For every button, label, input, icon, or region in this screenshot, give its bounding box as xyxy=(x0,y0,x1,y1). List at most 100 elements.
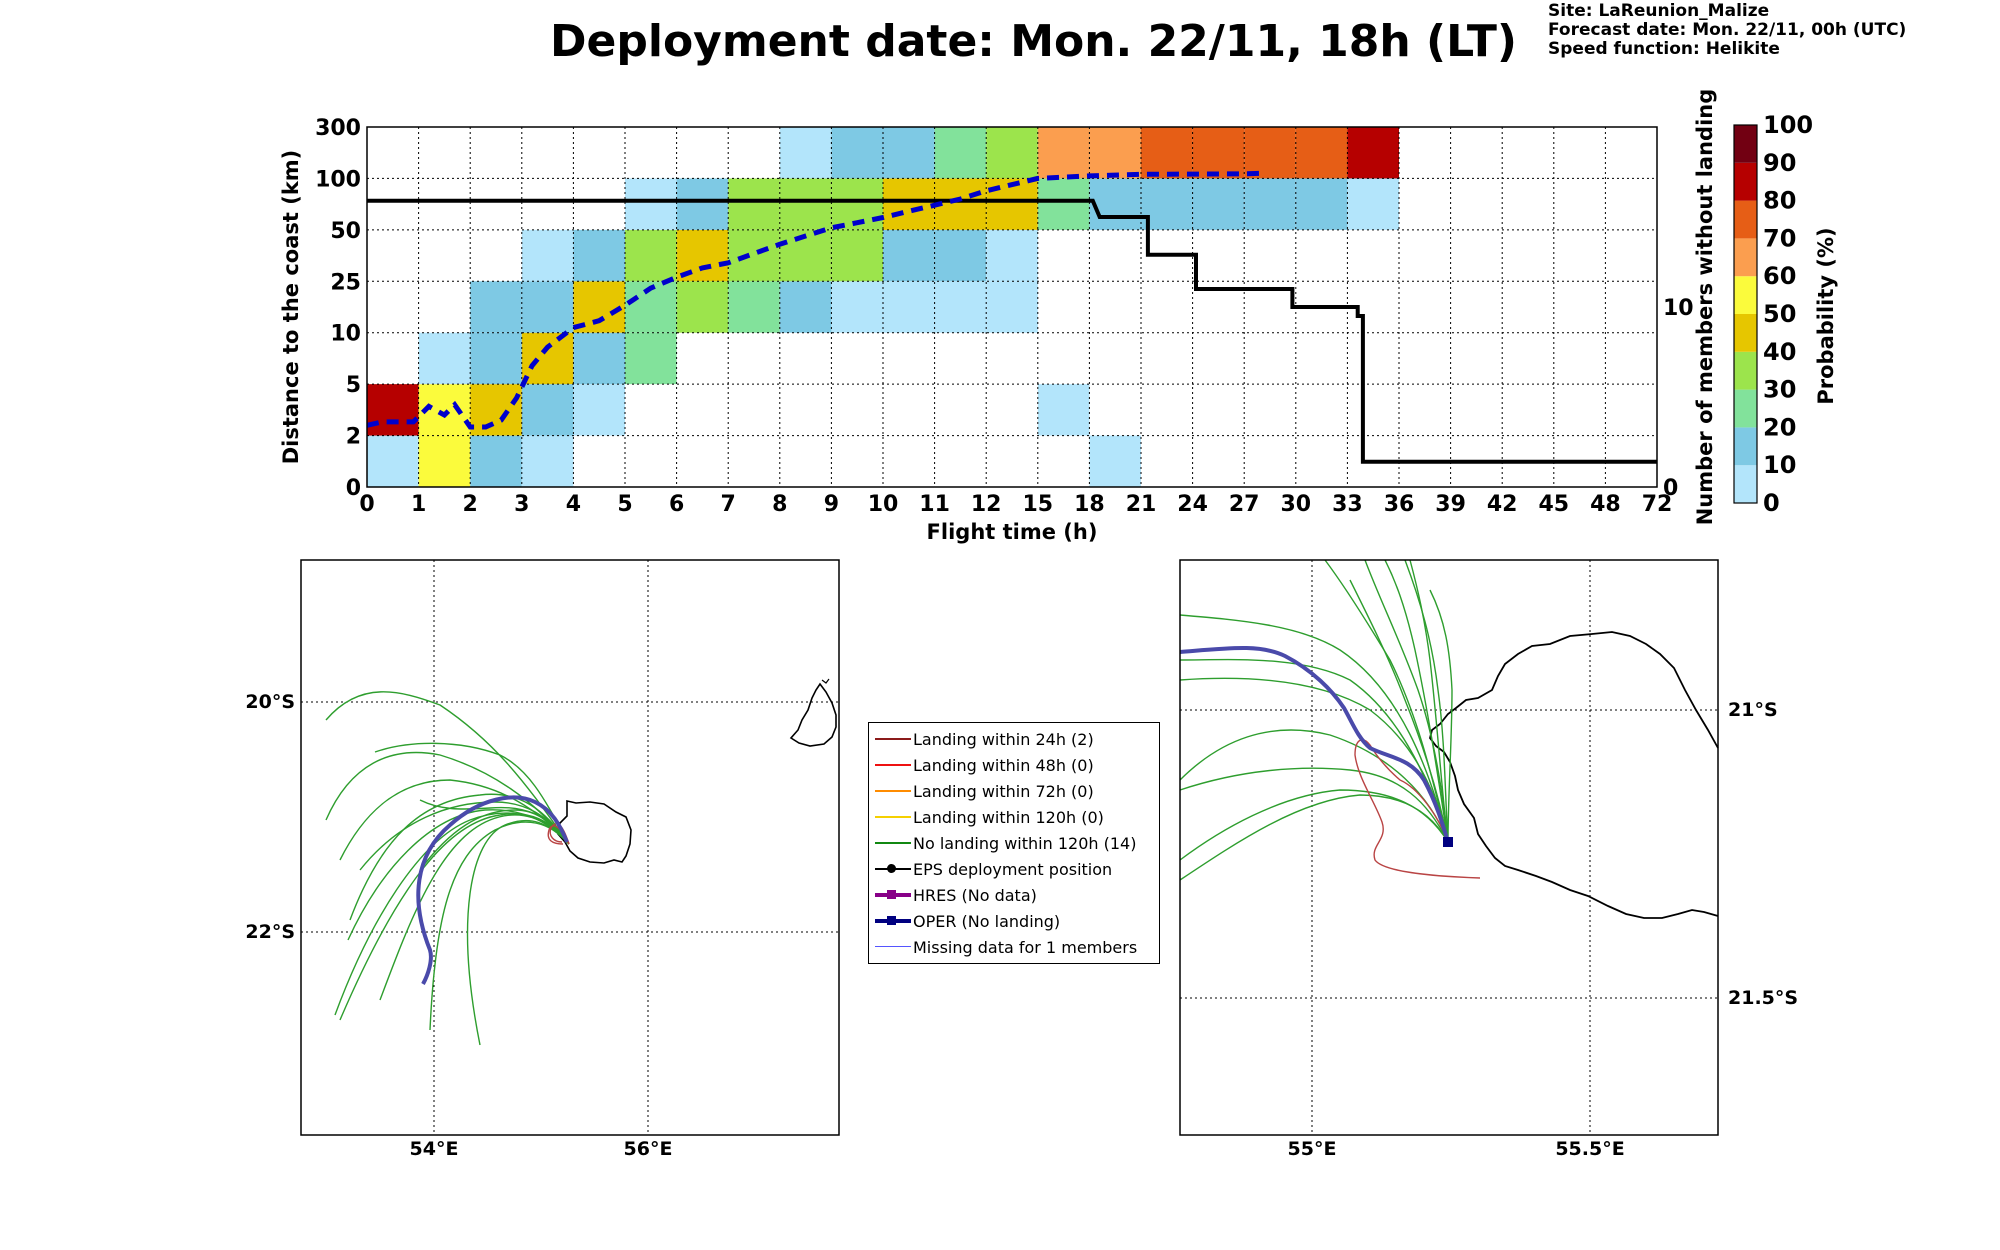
y-tick-label: 100 xyxy=(315,167,361,192)
colorbar-tick-label: 100 xyxy=(1763,111,1813,139)
lat-label-22s: 22°S xyxy=(245,921,295,943)
legend-item: OPER (No landing) xyxy=(869,908,1159,934)
zoomed-map: 21°S 21.5°S 55°E 55.5°E xyxy=(1179,559,1798,1160)
legend-label: Landing within 48h (0) xyxy=(913,755,1094,775)
colorbar-tick-label: 30 xyxy=(1763,376,1796,404)
heatmap-cell xyxy=(676,281,729,333)
legend-item: Landing within 72h (0) xyxy=(869,778,1159,804)
legend-label: HRES (No data) xyxy=(913,885,1037,905)
heatmap-cell xyxy=(625,229,677,282)
chart-title: Deployment date: Mon. 22/11, 18h (LT) xyxy=(550,16,1517,67)
x-tick-label: 2 xyxy=(463,492,478,517)
colorbar-swatch xyxy=(1734,427,1757,466)
members-without-landing-line xyxy=(367,198,1657,464)
heatmap-cell xyxy=(934,178,987,230)
colorbar: 0 10 20 30 40 50 60 70 80 90 100 xyxy=(1733,111,1813,517)
lon-label-55e: 55°E xyxy=(1288,1138,1337,1160)
legend-swatch xyxy=(869,726,913,752)
x-tick-label: 48 xyxy=(1590,492,1621,517)
probability-heatmap: 0 1 2 3 4 5 6 7 8 9 10 11 12 15 18 21 24 27 30 33 36 39 42 45 48… xyxy=(279,89,1838,544)
legend-swatch xyxy=(869,804,913,830)
legend-item: Landing within 48h (0) xyxy=(869,752,1159,778)
legend-swatch xyxy=(869,778,913,804)
heatmap-cell xyxy=(1347,178,1399,230)
heatmap-cell xyxy=(418,435,471,487)
colorbar-tick-label: 40 xyxy=(1763,338,1796,366)
x-tick-label: 8 xyxy=(772,492,787,517)
heatmap-cell xyxy=(470,435,522,487)
x-axis-label: Flight time (h) xyxy=(927,520,1098,544)
x-tick-label: 7 xyxy=(721,492,736,517)
y-tick-label: 50 xyxy=(330,219,361,244)
heatmap-frame xyxy=(366,126,1658,488)
regional-map: 20°S 22°S 54°E 56°E xyxy=(245,559,840,1160)
legend-label: Landing within 72h (0) xyxy=(913,781,1094,801)
oper-marker xyxy=(1443,837,1453,847)
lon-label-54e: 54°E xyxy=(410,1138,459,1160)
heatmap-cell xyxy=(728,281,780,333)
lat-label-20s: 20°S xyxy=(245,691,295,713)
reunion-coast xyxy=(557,800,632,864)
heatmap-cell xyxy=(934,229,987,282)
green-trajectories xyxy=(325,691,570,1046)
heatmap-cell xyxy=(1295,178,1348,230)
colorbar-swatch xyxy=(1734,389,1757,428)
site-label: Site: LaReunion_Malize xyxy=(1548,1,1770,21)
legend-swatch xyxy=(869,752,913,778)
heatmap-cell xyxy=(1037,178,1090,230)
x-tick-label: 18 xyxy=(1074,492,1105,517)
heatmap-cell xyxy=(521,384,574,436)
green-trajectories-zoom xyxy=(1179,559,1453,881)
colorbar-swatch xyxy=(1734,200,1757,239)
legend-item: Missing data for 1 members xyxy=(869,934,1159,960)
colorbar-frame xyxy=(1733,124,1758,504)
heatmap-cell xyxy=(367,384,419,436)
lat-label-21s: 21°S xyxy=(1728,699,1778,721)
heatmap-cell xyxy=(573,332,625,385)
x-tick-label: 27 xyxy=(1229,492,1260,517)
heatmap-cell xyxy=(831,229,883,282)
colorbar-tick-label: 10 xyxy=(1763,451,1796,479)
heatmap-cell xyxy=(986,127,1038,179)
x-tick-label: 10 xyxy=(868,492,899,517)
y-tick-label: 5 xyxy=(346,373,361,398)
x-tick-label: 5 xyxy=(617,492,632,517)
legend-item: HRES (No data) xyxy=(869,882,1159,908)
heatmap-cell xyxy=(1089,178,1141,230)
legend-item: No landing within 120h (14) xyxy=(869,830,1159,856)
legend-item: Landing within 120h (0) xyxy=(869,804,1159,830)
legend-item: Landing within 24h (2) xyxy=(869,726,1159,752)
forecast-info: Site: LaReunion_Malize Forecast date: Mo… xyxy=(1548,2,1906,59)
x-tick-label: 33 xyxy=(1332,492,1363,517)
heatmap-cell xyxy=(883,178,935,230)
legend-label: OPER (No landing) xyxy=(913,911,1061,931)
legend-swatch xyxy=(869,882,913,908)
x-tick-label: 3 xyxy=(514,492,529,517)
colorbar-swatch xyxy=(1734,162,1757,201)
heatmap-cell xyxy=(676,178,729,230)
zoom-map-frame xyxy=(1179,559,1719,1136)
zoom-map-grid xyxy=(1180,560,1718,1135)
y-tick-label: 2 xyxy=(346,425,361,450)
y-tick-label: 300 xyxy=(315,116,361,141)
heatmap-cell xyxy=(521,332,574,385)
colorbar-tick-label: 60 xyxy=(1763,262,1796,290)
reunion-coast-zoom xyxy=(1429,631,1719,919)
x-tick-label: 6 xyxy=(669,492,684,517)
colorbar-tick-label: 20 xyxy=(1763,413,1796,441)
legend-label: No landing within 120h (14) xyxy=(913,833,1137,853)
heatmap-cell xyxy=(1244,178,1296,230)
heatmap-cell xyxy=(883,127,935,179)
colorbar-swatch xyxy=(1734,314,1757,352)
legend-label: EPS deployment position xyxy=(913,859,1113,879)
colorbar-tick-label: 50 xyxy=(1763,300,1796,328)
heatmap-cell xyxy=(1347,127,1399,179)
legend-item: EPS deployment position xyxy=(869,856,1159,882)
heatmap-cell xyxy=(1192,127,1245,179)
heatmap-cell xyxy=(470,384,522,436)
y-tick-label: 25 xyxy=(330,270,361,295)
y2-tick-label: 0 xyxy=(1663,476,1678,501)
heatmap-cell xyxy=(521,435,574,487)
heatmap-cell xyxy=(1089,127,1141,179)
y2-tick-labels: 0 10 xyxy=(1663,296,1694,501)
